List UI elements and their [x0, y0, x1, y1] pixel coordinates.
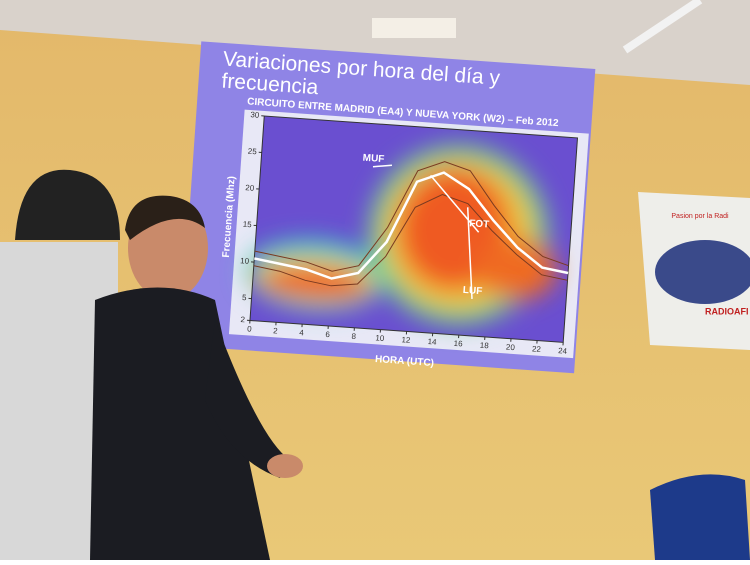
plot: [242, 115, 578, 342]
y-tick-label: 20: [245, 183, 255, 193]
annotation: MUF: [362, 153, 384, 165]
annotation: LUF: [462, 285, 482, 297]
y-tick-label: 30: [250, 110, 260, 120]
x-tick-label: 14: [427, 337, 437, 347]
y-tick-label: 15: [242, 220, 252, 230]
y-tick-label: 10: [240, 256, 250, 266]
banner-text: Pasion por la Radi: [671, 213, 729, 220]
x-tick-label: 22: [532, 344, 542, 354]
slide: Variaciones por hora del día y frecuenci…: [180, 41, 596, 378]
ceiling-light: [372, 18, 456, 38]
x-tick-label: 10: [375, 333, 385, 343]
x-tick-label: 16: [453, 339, 463, 349]
x-tick-label: 12: [401, 335, 411, 345]
x-tick-label: 20: [506, 343, 516, 353]
x-tick-label: 18: [480, 341, 490, 351]
annotation: FOT: [469, 218, 490, 230]
banner-text: RADIOAFI: [705, 306, 749, 316]
y-tick-label: 25: [248, 147, 258, 157]
x-tick-label: 24: [558, 346, 568, 356]
banner: Pasion por la Radi RADIOAFI: [638, 192, 750, 350]
